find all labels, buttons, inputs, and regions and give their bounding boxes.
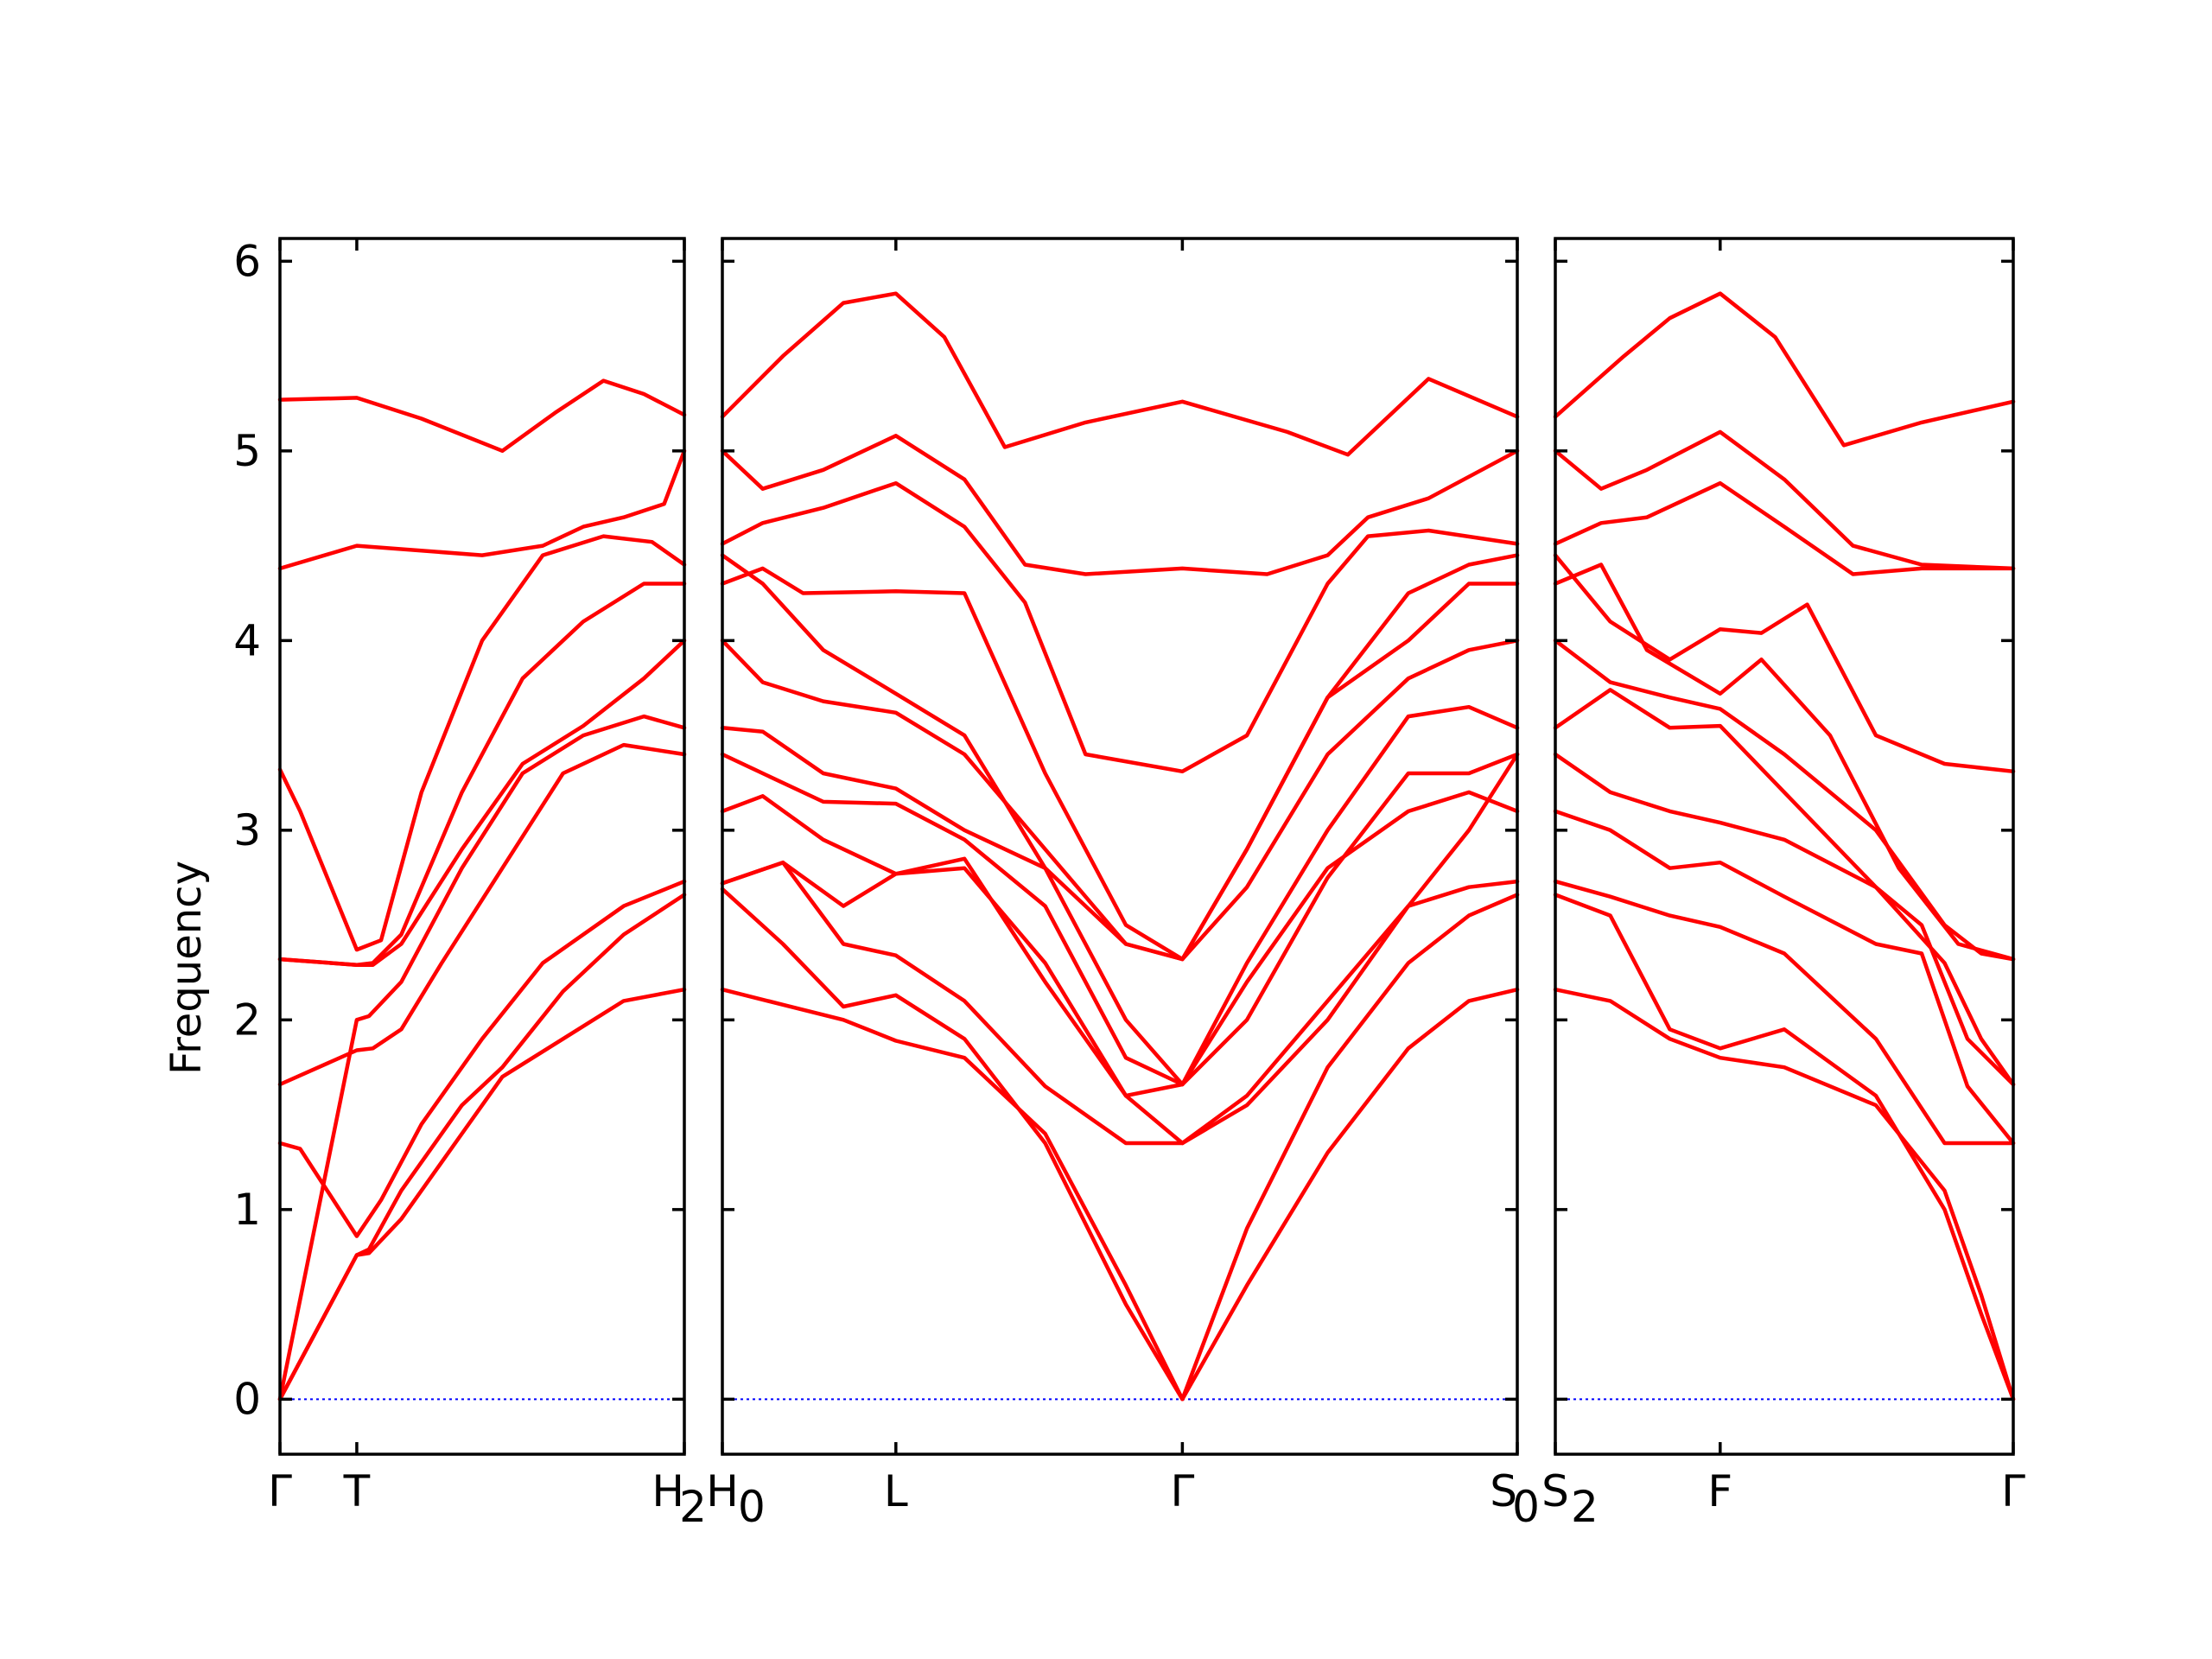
x-tick-label: Γ [2001,1466,2025,1516]
band-2 [277,893,687,1402]
panel-3: S F Γ 2 [1541,237,2025,1532]
x-label-subscript: 2 [679,1482,707,1532]
x-tick-label: S [1490,1466,1517,1516]
band-1 [1553,987,2016,1402]
x-tick-label: H [706,1466,739,1516]
band-12 [1553,291,2016,448]
band-9 [277,448,687,571]
band-11 [1553,429,2016,571]
panel-frame [278,237,686,1456]
x-tick-label: L [884,1466,908,1516]
band-13 [720,291,1520,457]
panel-1: Γ T H2 [268,237,707,1532]
x-tick-label: Γ [1170,1466,1194,1516]
band-3 [1553,879,2016,1146]
band-9 [1553,553,2016,774]
y-axis-label: Frequency [162,861,211,1075]
x-label-subscript: 2 [1571,1482,1599,1532]
band-8 [277,534,687,952]
plot-panels: Γ T H2 H L Γ S00 S F Γ2 [268,237,2025,1532]
x-tick-label: H [652,1466,684,1516]
y-tick-labels: 0 1 2 3 4 5 6 [233,236,261,1424]
panel-frame [1554,237,2015,1456]
band-7 [1553,639,2016,962]
x-tick-label: T [343,1466,371,1516]
band-7 [277,582,687,967]
band-2 [1553,893,2016,1402]
y-tick-label: 2 [233,995,261,1045]
band-1 [277,987,687,1402]
band-12 [720,434,1520,576]
y-tick-label: 1 [233,1185,261,1235]
y-tick-label: 5 [233,426,261,476]
band-7 [720,704,1520,1087]
x-tick-label: F [1707,1466,1732,1516]
x-label-subscript: 0 [1512,1482,1540,1532]
band-3 [277,879,687,1238]
band-5 [720,790,1520,1098]
band-6 [277,639,687,967]
y-tick-label: 3 [233,805,261,855]
y-tick-label: 4 [233,615,261,665]
x-tick-label: S [1541,1466,1569,1516]
band-10 [1553,480,2016,576]
band-11 [720,480,1520,774]
x-tick-label: Γ [268,1466,292,1516]
panel-2: H L Γ S00 [706,237,1540,1532]
x-label-subscript: 0 [738,1482,766,1532]
band-6 [720,752,1520,1087]
band-6 [1553,688,2016,1087]
band-5 [1553,752,2016,1087]
band-5 [277,742,687,1087]
band-10 [720,553,1520,962]
y-tick-label: 0 [233,1374,261,1424]
band-4 [277,714,687,1402]
band-8 [1553,563,2016,962]
band-10 [277,378,687,454]
band-4 [1553,809,2016,1146]
band-2 [720,887,1520,1402]
band-1 [720,987,1520,1402]
panel-frame [721,237,1519,1456]
y-tick-label: 6 [233,236,261,286]
band-9 [720,566,1520,962]
